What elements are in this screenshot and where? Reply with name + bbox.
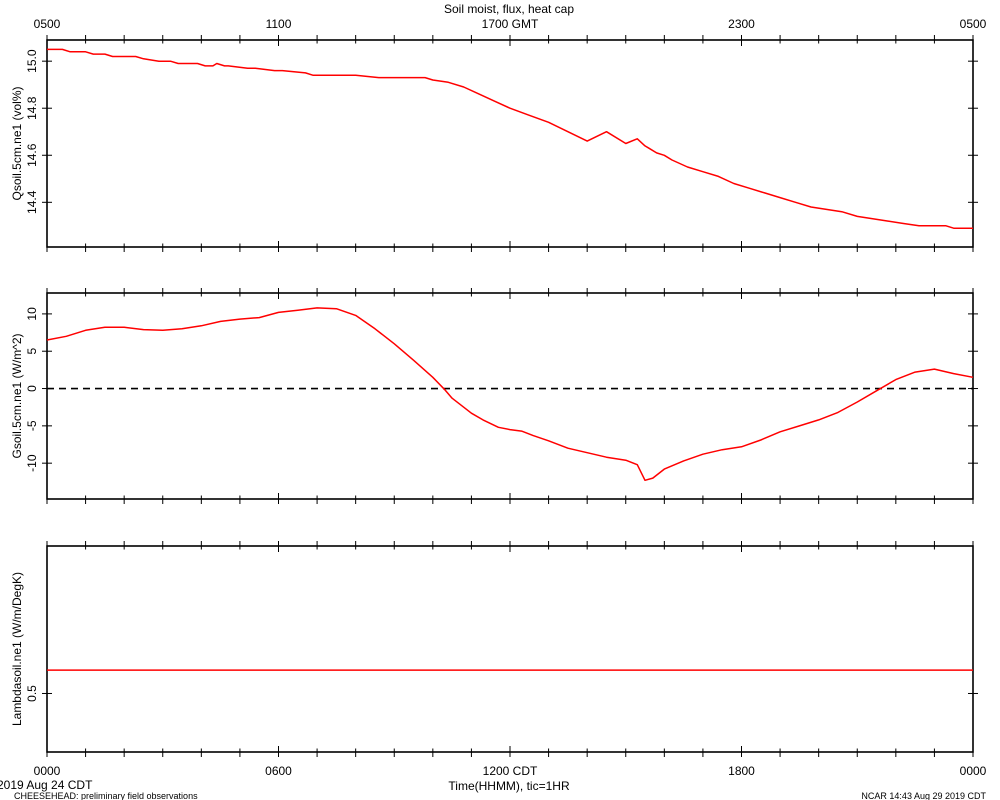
top-axis-label: 0500 — [34, 17, 61, 31]
data-series-line — [47, 48, 973, 229]
y-axis-label: Qsoil.5cm.ne1 (vol%) — [10, 86, 24, 200]
footer-credit: NCAR 14:43 Aug 29 2019 CDT — [861, 791, 986, 800]
y-axis-label: Gsoil.5cm.ne1 (W/m^2) — [10, 334, 24, 459]
y-tick-label: 5 — [25, 348, 39, 355]
top-axis-label: 2300 — [728, 17, 755, 31]
bottom-axis-labels: 0000 0600 1200 CDT 1800 0000 — [34, 764, 987, 778]
bottom-axis-label: 0600 — [265, 764, 292, 778]
y-tick-label: 10 — [25, 307, 39, 321]
y-tick-label: 0.5 — [25, 685, 39, 702]
top-axis-label: 1700 GMT — [482, 17, 539, 31]
y-tick-label: -10 — [25, 454, 39, 472]
bottom-axis-label: 1200 CDT — [483, 764, 538, 778]
plot-frame — [46, 545, 974, 753]
x-axis-label: Time(HHMM), tic=1HR — [448, 779, 570, 793]
top-axis-label: 0500 — [960, 17, 987, 31]
y-tick-label: 0 — [25, 385, 39, 392]
y-tick-label: -5 — [25, 420, 39, 431]
top-axis-labels: 0500 1100 1700 GMT 2300 0500 — [34, 17, 987, 31]
chart-title: Soil moist, flux, heat cap — [444, 2, 574, 16]
footer-date: 2019 Aug 24 CDT — [0, 778, 93, 792]
bottom-axis-label: 0000 — [34, 764, 61, 778]
data-series-line — [46, 307, 974, 482]
y-axis-label: Lambdasoil.ne1 (W/m/DegK) — [10, 572, 24, 726]
top-axis-label: 1100 — [266, 17, 292, 31]
plot-frame — [46, 39, 974, 248]
y-tick-label: 14.8 — [25, 96, 39, 120]
y-tick-label: 14.6 — [25, 143, 39, 167]
bottom-axis-label: 1800 — [728, 764, 755, 778]
bottom-axis-label: 0000 — [960, 764, 987, 778]
y-tick-label: 14.4 — [25, 190, 39, 214]
plot-frame — [46, 292, 974, 500]
footer-project: CHEESEHEAD: preliminary field observatio… — [14, 791, 198, 800]
y-tick-label: 15.0 — [25, 49, 39, 73]
